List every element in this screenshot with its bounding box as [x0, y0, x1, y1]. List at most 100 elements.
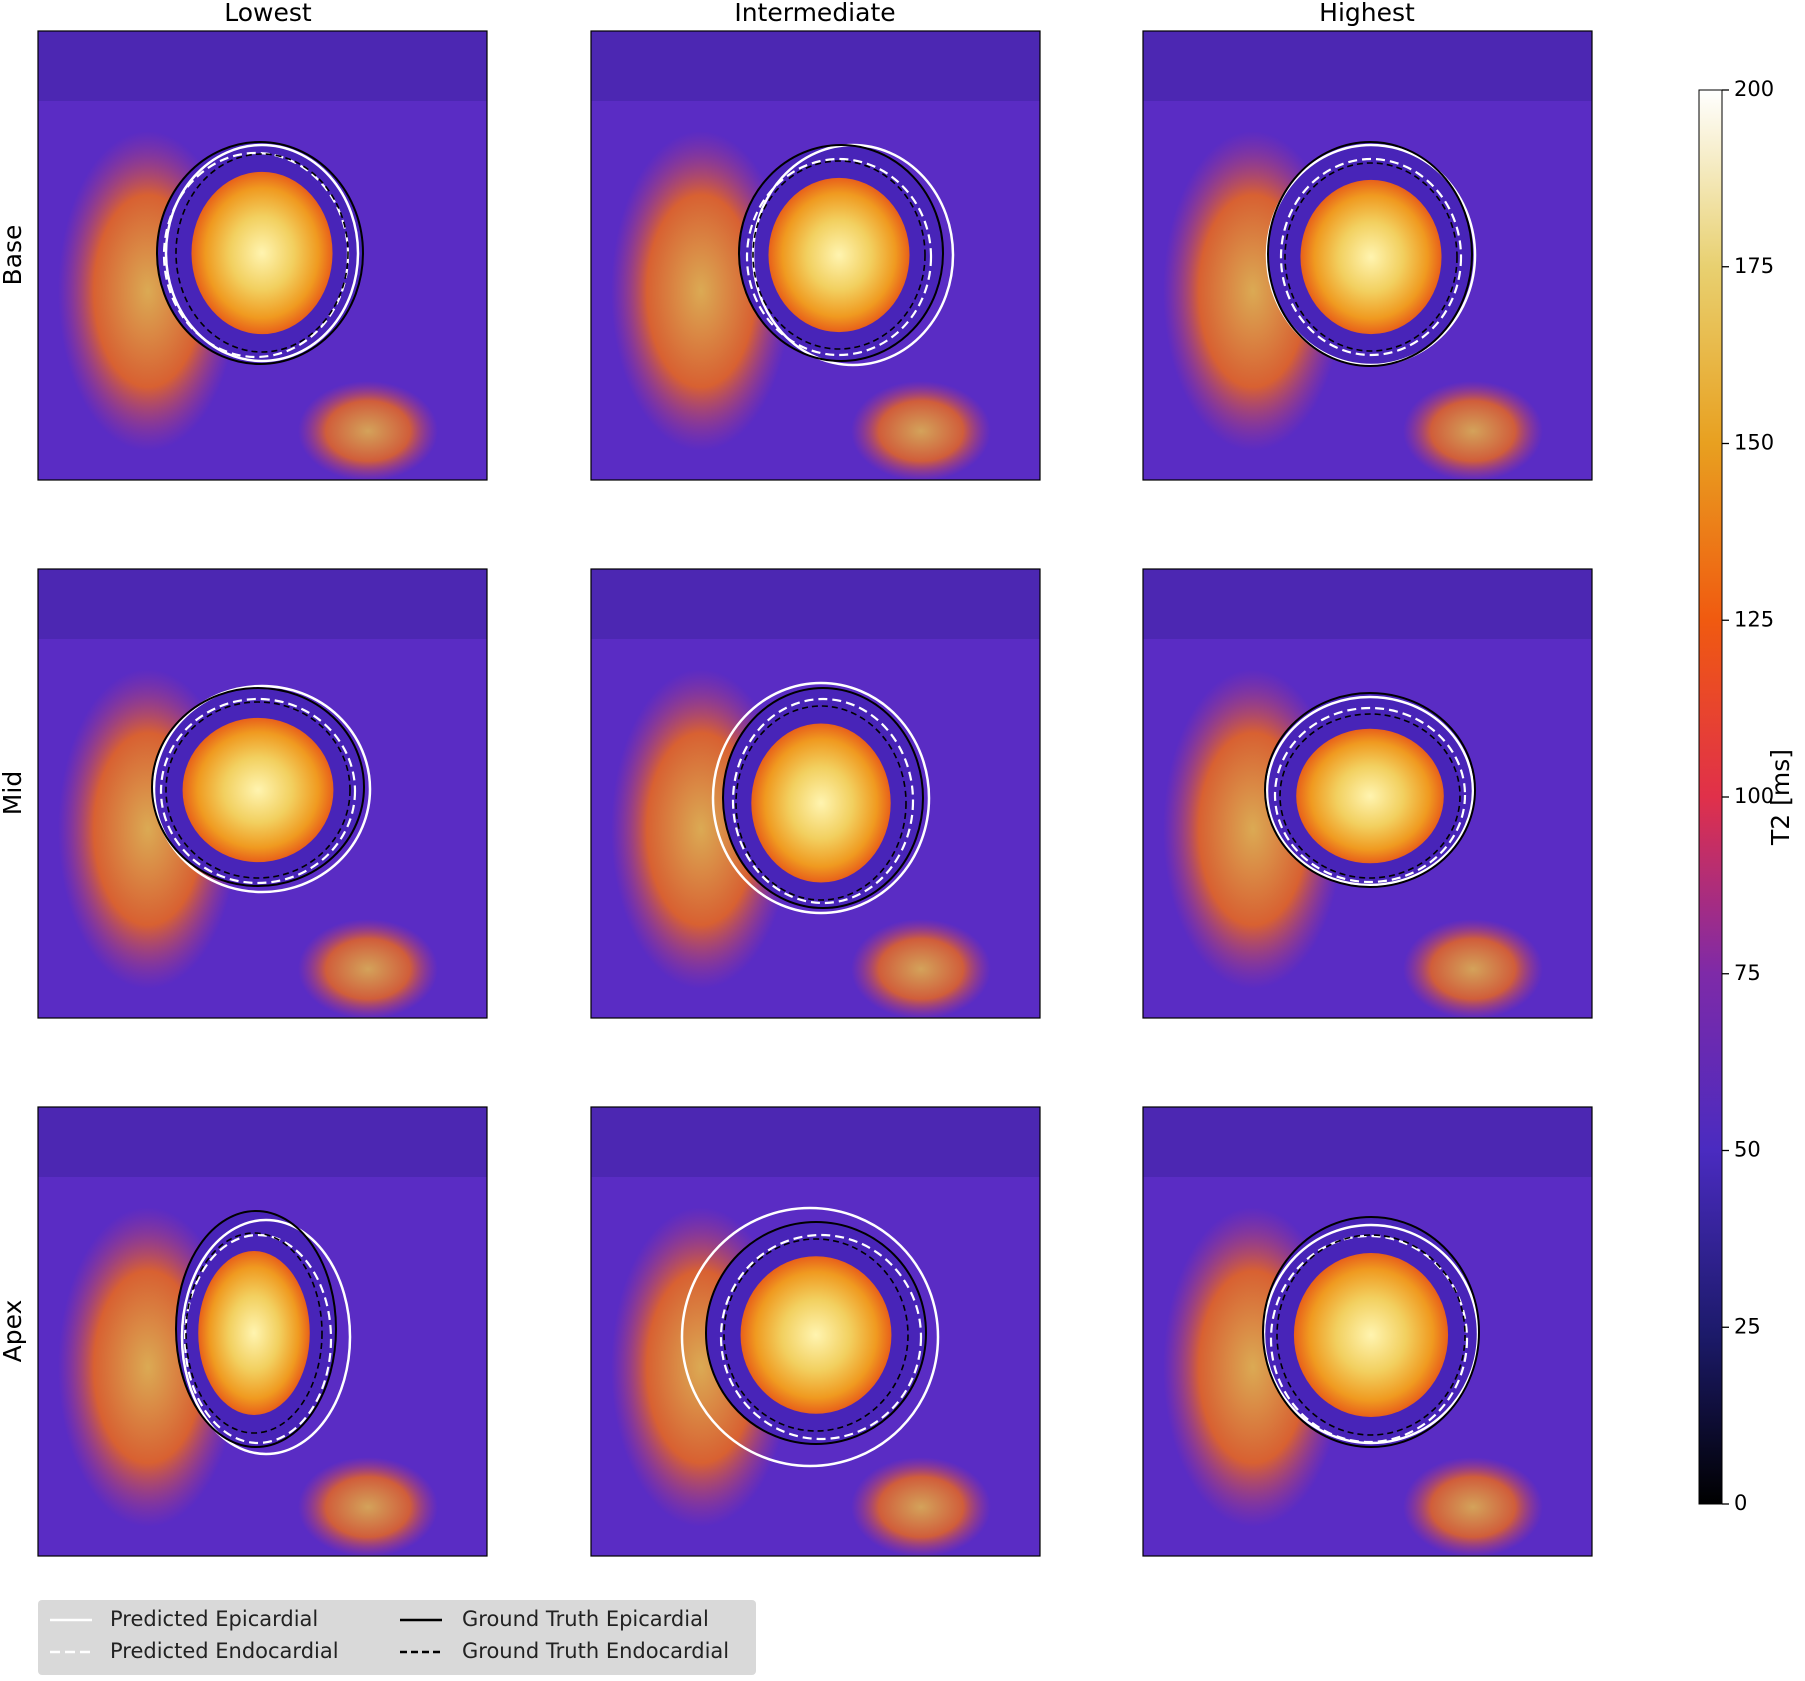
contour	[175, 1210, 337, 1448]
panel-frame	[37, 568, 488, 1019]
panel-image	[1143, 1107, 1592, 1556]
row-label: Apex	[0, 1300, 27, 1363]
tissue	[298, 1457, 438, 1556]
contour	[752, 160, 926, 350]
legend-box	[38, 1600, 756, 1675]
column-title: Lowest	[224, 0, 312, 27]
blood-pool	[191, 171, 333, 335]
panel-image	[38, 569, 487, 1018]
blood-pool	[740, 1256, 892, 1414]
blood-pool	[751, 723, 891, 883]
contour	[185, 1232, 323, 1434]
contour	[722, 687, 924, 909]
noise	[591, 31, 1040, 101]
blood-pool	[198, 1251, 310, 1415]
column-title: Intermediate	[734, 0, 895, 27]
tissue	[298, 919, 438, 1018]
colorbar-ticks: 0 25 50 75 100 125 150 175 200	[1722, 77, 1774, 1515]
noise	[591, 569, 1040, 639]
contour	[164, 143, 360, 363]
contour	[1265, 695, 1475, 887]
noise	[1143, 31, 1592, 101]
tick-label: 150	[1734, 431, 1774, 455]
panel-image	[1143, 31, 1592, 480]
contour	[183, 1233, 333, 1445]
tissue	[1403, 1457, 1543, 1556]
image-panel	[590, 568, 1041, 1019]
contour	[735, 705, 907, 901]
contour	[723, 1238, 909, 1432]
blood-pool	[1293, 1253, 1449, 1417]
legend-label: Predicted Epicardial	[110, 1607, 318, 1631]
contour	[1276, 1234, 1466, 1436]
contour	[705, 1221, 927, 1445]
legend: Predicted Epicardial Predicted Endocardi…	[38, 1600, 756, 1675]
image-panel	[590, 30, 1041, 481]
panel-frame	[37, 30, 488, 481]
contour	[156, 141, 364, 365]
contour	[151, 687, 365, 887]
contour	[152, 684, 372, 894]
tick-label: 200	[1734, 77, 1774, 101]
contour	[165, 701, 351, 879]
tissue	[851, 1457, 991, 1556]
legend-label: Ground Truth Endocardial	[462, 1639, 729, 1663]
image-panel	[1142, 1106, 1593, 1557]
tissue	[1403, 381, 1543, 480]
noise	[38, 569, 487, 639]
contour	[159, 697, 357, 885]
panel-image	[1143, 569, 1592, 1018]
noise	[38, 1107, 487, 1177]
legend-label: Ground Truth Epicardial	[462, 1607, 709, 1631]
tick-label: 0	[1734, 1491, 1747, 1515]
noise	[1143, 1107, 1592, 1177]
panel-frame	[590, 568, 1041, 1019]
panel-image	[38, 31, 487, 480]
panel-image	[591, 569, 1040, 1018]
panel-frame	[37, 1106, 488, 1557]
legend-label: Predicted Endocardial	[110, 1639, 339, 1663]
tick-label: 175	[1734, 254, 1774, 278]
contour	[1284, 162, 1458, 352]
row-label: Mid	[0, 771, 27, 815]
noise	[1143, 569, 1592, 639]
tick-label: 25	[1734, 1314, 1761, 1338]
panel-frame	[1142, 30, 1593, 481]
image-panel	[590, 1106, 1041, 1557]
colorbar	[1698, 89, 1723, 1505]
row-label: Base	[0, 225, 27, 286]
tissue	[851, 919, 991, 1018]
panel-frame	[1142, 568, 1593, 1019]
contour	[1262, 1216, 1480, 1448]
noise	[38, 31, 487, 101]
tissue	[1403, 919, 1543, 1018]
panels	[37, 30, 1593, 1557]
tick-label: 50	[1734, 1138, 1761, 1162]
blood-pool	[1296, 728, 1444, 864]
contour	[680, 1206, 940, 1468]
contour	[1279, 713, 1461, 879]
contour	[1279, 157, 1463, 357]
contour	[745, 157, 933, 357]
tick-label: 75	[1734, 961, 1761, 985]
panel-frame	[590, 30, 1041, 481]
tick-label: 125	[1734, 607, 1774, 631]
image-panel	[1142, 568, 1593, 1019]
blood-pool	[1300, 179, 1442, 335]
image-panel	[37, 30, 488, 481]
contour	[1267, 141, 1473, 367]
contour	[180, 1218, 352, 1456]
contour	[175, 153, 349, 353]
column-title: Highest	[1319, 0, 1415, 27]
panel-image	[591, 31, 1040, 480]
blood-pool	[768, 177, 910, 333]
contour	[1264, 692, 1476, 888]
image-panel	[37, 568, 488, 1019]
panel-image	[38, 1107, 487, 1556]
contour	[711, 681, 931, 915]
contour	[719, 1233, 923, 1441]
image-panel	[1142, 30, 1593, 481]
panel-frame	[590, 1106, 1041, 1557]
panel-frame	[1142, 1106, 1593, 1557]
